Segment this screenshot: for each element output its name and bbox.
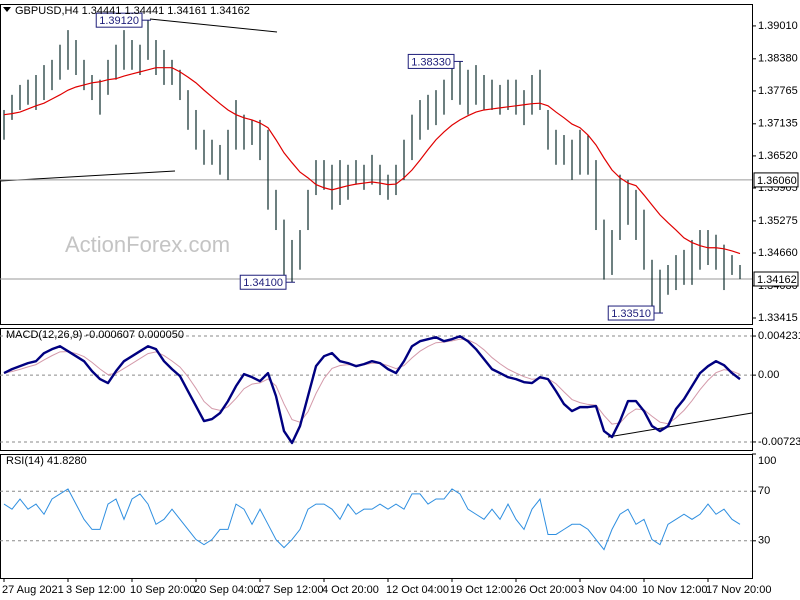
x-tick-label: 10 Sep 20:00 [130, 584, 195, 596]
x-tick-label: 3 Nov 04:00 [578, 584, 637, 596]
y-tick-label: 1.38380 [758, 53, 798, 65]
x-tick-label: 3 Sep 12:00 [66, 584, 125, 596]
panel-title: GBPUSD,H4 1.34441 1.34441 1.34161 1.3416… [15, 5, 250, 17]
panel-frame [0, 454, 753, 579]
y-tick-label: 0.00 [758, 369, 779, 381]
panel-title: MACD(12,26,9) -0.000607 0.000050 [6, 329, 184, 341]
level-label-box [753, 172, 799, 188]
moving-average [3, 67, 741, 255]
menu-icon [3, 7, 11, 12]
y-tick-label: 1.35275 [758, 215, 798, 227]
panel-title: RSI(14) 41.8280 [6, 455, 87, 467]
x-tick-label: 20 Sep 04:00 [194, 584, 259, 596]
trend-line [0, 170, 176, 182]
y-tick-label: 30 [758, 535, 770, 547]
x-tick-label: 12 Oct 04:00 [386, 584, 449, 596]
annotation-label: 1.34100 [243, 277, 283, 289]
x-tick-label: 10 Nov 12:00 [642, 584, 707, 596]
y-tick-label: 1.39010 [758, 20, 798, 32]
watermark: ActionForex.com [65, 232, 230, 257]
x-tick-label: 27 Sep 12:00 [258, 584, 323, 596]
signal-line [3, 338, 741, 425]
y-tick-label: 1.33415 [758, 312, 798, 324]
y-tick-label: 1.37135 [758, 118, 798, 130]
y-tick-label: 100 [758, 455, 776, 467]
y-tick-label: 1.37765 [758, 85, 798, 97]
level-label: 1.36060 [757, 175, 797, 187]
y-tick-label: 1.36520 [758, 150, 798, 162]
annotation-label: 1.38330 [411, 56, 451, 68]
annotation-label: 1.33510 [611, 308, 651, 320]
y-tick-label: 0.004231 [758, 330, 800, 342]
y-tick-label: 1.34660 [758, 247, 798, 259]
x-tick-label: 26 Oct 20:00 [514, 584, 577, 596]
annotation-box [95, 12, 143, 28]
y-tick-label: -0.00723 [758, 436, 800, 448]
trend-line [149, 18, 278, 33]
x-tick-label: 19 Oct 12:00 [450, 584, 513, 596]
annotation-box [407, 53, 455, 69]
panel-frame [0, 328, 753, 451]
macd-line [3, 335, 741, 445]
level-label-box [753, 271, 799, 287]
x-tick-label: 17 Nov 20:00 [706, 584, 771, 596]
level-label: 1.34162 [757, 274, 797, 286]
x-tick-label: 27 Aug 2021 [2, 584, 64, 596]
y-tick-label: 70 [758, 485, 770, 497]
rsi-line [3, 488, 741, 551]
panel-frame [0, 4, 753, 325]
annotation-label: 1.39120 [99, 15, 139, 27]
annotation-box [607, 305, 655, 321]
annotation-box [239, 274, 287, 290]
trend-line [607, 412, 753, 438]
x-tick-label: 4 Oct 20:00 [322, 584, 379, 596]
